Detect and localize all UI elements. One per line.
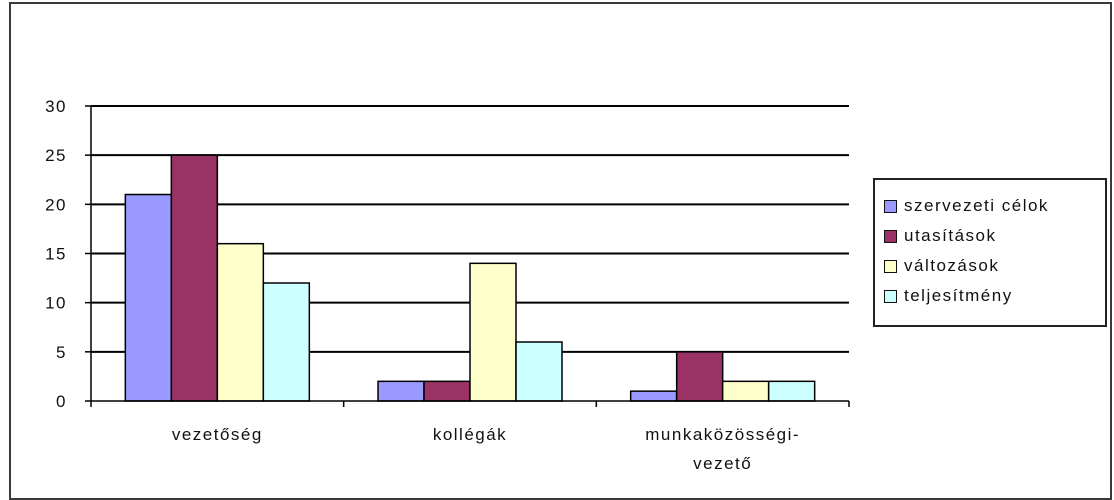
legend-label: utasítások <box>904 226 997 245</box>
y-tick-label: 20 <box>45 195 67 214</box>
y-tick-label: 0 <box>56 392 67 411</box>
legend-item: teljesítmény <box>884 281 1105 311</box>
legend-item: szervezeti célok <box>884 191 1105 221</box>
bar <box>767 380 816 402</box>
x-tick-label: vezetőség <box>172 425 263 444</box>
y-tick-label: 10 <box>45 294 67 313</box>
legend-swatch <box>884 229 897 243</box>
bar <box>170 154 219 402</box>
legend-swatch <box>884 259 897 273</box>
bar <box>721 380 770 402</box>
legend-label: teljesítmény <box>904 286 1013 305</box>
bar <box>423 380 471 402</box>
bar <box>124 193 173 402</box>
legend-item: változások <box>884 251 1105 281</box>
legend-label: szervezeti célok <box>904 196 1049 215</box>
y-tick-label: 25 <box>45 146 67 165</box>
bar <box>216 242 265 402</box>
legend-item: utasítások <box>884 221 1105 251</box>
y-tick-label: 15 <box>45 245 67 264</box>
bar <box>262 282 311 402</box>
chart-legend: szervezeti célok utasítások változások telj… <box>873 178 1107 327</box>
bar <box>377 380 425 402</box>
x-tick-label: kollégák <box>433 425 507 444</box>
y-tick-label: 30 <box>45 97 67 116</box>
legend-swatch <box>884 289 897 303</box>
bar <box>675 351 724 402</box>
x-tick-label: munkaközösségi-vezető <box>645 425 800 473</box>
legend-swatch <box>884 199 897 213</box>
bar <box>469 262 517 402</box>
bar <box>629 390 678 402</box>
legend-label: változások <box>904 256 1000 275</box>
bar <box>515 341 563 402</box>
y-tick-label: 5 <box>56 343 67 362</box>
